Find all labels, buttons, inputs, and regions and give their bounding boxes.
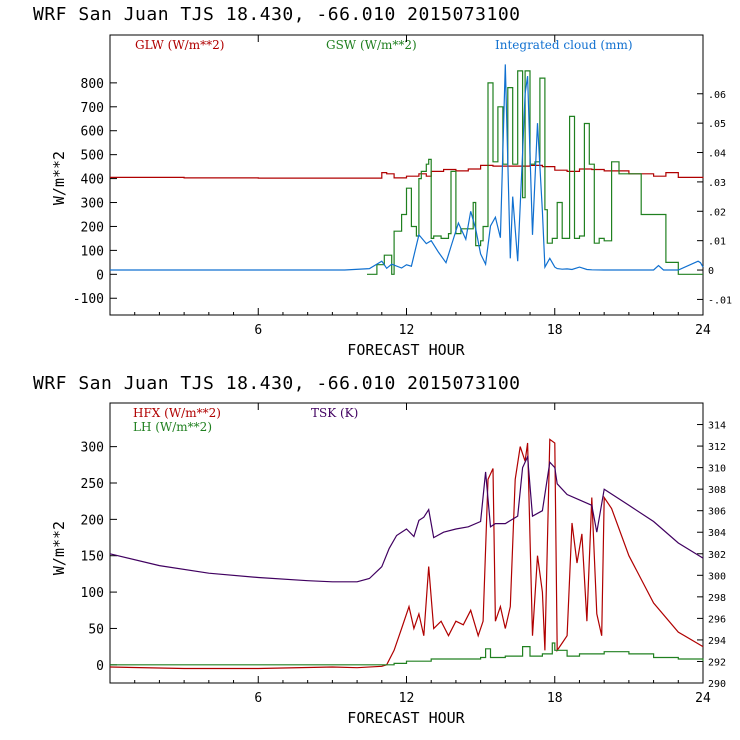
y-tick-label: 400 [81,173,104,188]
chart-2-legend-tsk: TSK (K) [311,406,358,420]
y-tick-label: 700 [81,101,104,116]
x-tick-label: 18 [547,323,563,338]
series-line-lh [110,642,704,666]
chart-1-legend-gsw: GSW (W/m**2) [326,38,417,52]
series-line-glw [110,164,704,179]
right-tick-label: .04 [708,149,726,160]
x-tick-label: 12 [399,323,415,338]
chart-2-series [109,438,704,670]
chart-2: WRF San Juan TJS 18.430, -66.010 2015073… [33,373,726,727]
right-tick-label: 298 [708,593,726,604]
right-tick-label: 290 [708,679,726,690]
y-tick-label: 300 [81,197,104,212]
right-tick-label: 314 [708,421,726,432]
y-tick-label: -100 [73,292,104,307]
y-tick-label: 0 [96,659,104,674]
y-tick-label: 500 [81,149,104,164]
right-tick-label: .06 [708,90,726,101]
chart-1-plot-frame [109,34,704,316]
right-tick-label: .05 [708,119,726,130]
y-tick-label: 200 [81,513,104,528]
x-tick-label: 6 [254,691,262,706]
right-tick-label: 0 [708,266,714,277]
right-tick-label: -.01 [708,295,732,306]
chart-2-axes: 6 12 18 24 0 50 100 150 200 250 300 290 292 294 296 298… [81,403,726,706]
chart-1-series [110,64,704,275]
series-line-gsw [367,70,703,275]
right-tick-label: 292 [708,657,726,668]
series-line-tsk [109,454,704,583]
y-tick-label: 800 [81,77,104,92]
right-tick-label: 294 [708,636,726,647]
chart-1-x-axis-label: FORECAST HOUR [347,341,465,359]
y-tick-label: 100 [81,586,104,601]
x-tick-label: 24 [695,691,711,706]
chart-1-legend-glw: GLW (W/m**2) [135,38,224,52]
chart-1: WRF San Juan TJS 18.430, -66.010 2015073… [33,4,732,359]
right-tick-label: 306 [708,507,726,518]
x-tick-label: 12 [399,691,415,706]
chart-1-y-axis-label: W/m**2 [50,151,68,205]
right-tick-label: 308 [708,485,726,496]
series-line-integrated [110,64,704,271]
y-tick-label: 100 [81,244,104,259]
right-tick-label: .01 [708,237,726,248]
y-tick-label: 600 [81,125,104,140]
chart-2-legend-lh: LH (W/m**2) [133,420,212,434]
y-tick-label: 200 [81,220,104,235]
chart-2-y-axis-label: W/m**2 [50,521,68,575]
series-line-hfx [109,438,704,670]
right-tick-label: .03 [708,178,726,189]
right-tick-label: .02 [708,207,726,218]
chart-2-title: WRF San Juan TJS 18.430, -66.010 2015073… [33,373,521,394]
chart-2-x-axis-label: FORECAST HOUR [347,709,465,727]
right-tick-label: 300 [708,571,726,582]
chart-1-axes: 6 12 18 24 -100 0 100 200 300 400 500 600 700 800 -.01… [73,35,732,338]
right-tick-label: 302 [708,550,726,561]
y-tick-label: 150 [81,550,104,565]
y-tick-label: 300 [81,441,104,456]
x-tick-label: 24 [695,323,711,338]
y-tick-label: 0 [96,268,104,283]
chart-1-legend-cloud: Integrated cloud (mm) [495,38,633,52]
x-tick-label: 18 [547,691,563,706]
right-tick-label: 312 [708,442,726,453]
chart-2-plot-frame [109,402,704,684]
y-tick-label: 250 [81,477,104,492]
right-tick-label: 310 [708,464,726,475]
x-tick-label: 6 [254,323,262,338]
chart-2-legend-hfx: HFX (W/m**2) [133,406,221,420]
right-tick-label: 304 [708,528,726,539]
y-tick-label: 50 [88,622,104,637]
right-tick-label: 296 [708,614,726,625]
chart-1-title: WRF San Juan TJS 18.430, -66.010 2015073… [33,4,521,25]
